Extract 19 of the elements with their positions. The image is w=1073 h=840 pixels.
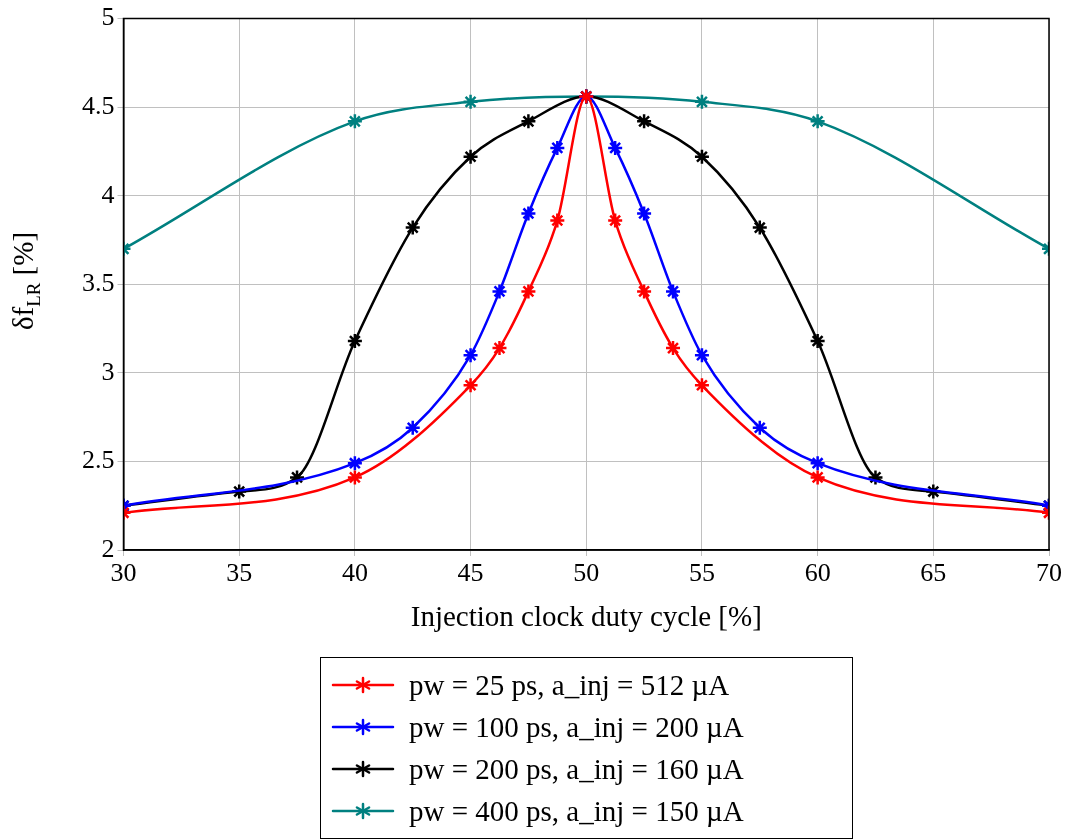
legend-label: pw = 100 ps, a_inj = 200 µA xyxy=(409,710,744,744)
x-tick-label: 70 xyxy=(1036,558,1062,588)
y-tick-label: 3 xyxy=(101,356,115,386)
x-tick-label: 45 xyxy=(457,558,484,588)
x-tick-label: 35 xyxy=(226,558,253,588)
y-tick-label: 2.5 xyxy=(82,445,115,475)
legend-label: pw = 200 ps, a_inj = 160 µA xyxy=(409,752,744,786)
legend-label: pw = 400 ps, a_inj = 150 µA xyxy=(409,794,744,828)
y-tick-label: 5 xyxy=(101,2,115,32)
y-tick-label: 4.5 xyxy=(82,90,115,120)
x-tick-label: 40 xyxy=(341,558,368,588)
x-tick-label: 55 xyxy=(688,558,715,588)
y-tick-label: 3.5 xyxy=(82,268,115,298)
y-tick-label: 4 xyxy=(101,179,115,209)
x-tick-label: 65 xyxy=(920,558,947,588)
x-tick-label: 50 xyxy=(573,558,600,588)
x-tick-label: 60 xyxy=(804,558,831,588)
legend-label: pw = 25 ps, a_inj = 512 µA xyxy=(409,668,730,702)
x-axis-title: Injection clock duty cycle [%] xyxy=(410,600,762,633)
